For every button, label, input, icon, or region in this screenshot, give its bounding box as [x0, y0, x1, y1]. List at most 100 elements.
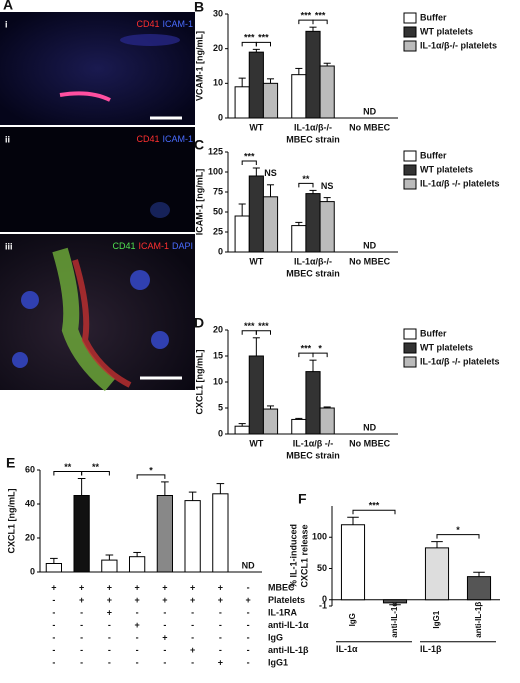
x-tick-label: WT: [249, 256, 263, 266]
bar: [248, 175, 264, 253]
significance-bracket: [241, 160, 257, 165]
image-label: iii: [5, 241, 13, 251]
significance-bracket: [53, 471, 83, 476]
significance-bracket: [81, 471, 110, 476]
table-cell: +: [134, 620, 139, 630]
panel-letter: B: [194, 0, 204, 15]
table-cell: -: [52, 607, 55, 617]
y-axis-label: CXCL1 release: [299, 524, 309, 587]
significance-bracket: [255, 330, 271, 335]
significance-label: **: [92, 462, 100, 472]
legend-swatch: [403, 342, 417, 354]
legend-label: Buffer: [420, 328, 447, 338]
table-cell: -: [80, 657, 83, 667]
table-cell: +: [190, 595, 195, 605]
x-tick-label: IgG1: [432, 610, 441, 628]
legend-label: WT platelets: [420, 26, 473, 36]
legend-swatch: [403, 26, 417, 38]
image-label: i: [5, 19, 8, 29]
panel-a: [0, 12, 195, 392]
table-cell: -: [219, 607, 222, 617]
bar: [234, 215, 250, 253]
y-tick-label: 50: [317, 563, 327, 573]
panel-letter: D: [194, 315, 204, 331]
significance-bracket: [136, 474, 166, 479]
significance-bracket: [241, 330, 257, 335]
significance-label: ***: [369, 501, 380, 511]
table-cell: -: [80, 620, 83, 630]
legend-label: Buffer: [420, 12, 447, 22]
y-axis-label: CXCL1 [ng/mL]: [6, 489, 16, 554]
significance-label: **: [64, 462, 72, 472]
stain-legend: CD41 ICAM-1: [136, 134, 193, 144]
x-tick-label: WT: [249, 438, 263, 448]
y-axis-label: % IL-1-induced: [288, 524, 298, 588]
significance-label: ***: [258, 321, 269, 331]
bar: [319, 65, 335, 119]
significance-label: *: [149, 465, 153, 475]
y-tick-label: 100: [208, 166, 223, 176]
significance-bracket: [436, 534, 480, 539]
legend-swatch: [403, 40, 417, 52]
legend-swatch: [403, 328, 417, 340]
bar: [262, 196, 279, 253]
bar: [156, 495, 174, 573]
bar: [340, 524, 366, 601]
table-cell: +: [107, 595, 112, 605]
panel-letter: E: [6, 455, 15, 471]
y-tick-label: 20: [25, 532, 35, 542]
stain-name: CD41: [112, 241, 135, 251]
y-tick-label: 0: [218, 112, 223, 122]
nd-label: ND: [242, 560, 255, 570]
table-cell: -: [136, 632, 139, 642]
stain: [72, 259, 132, 388]
table-cell: +: [162, 632, 167, 642]
legend-swatch: [403, 356, 417, 368]
table-cell: -: [163, 657, 166, 667]
y-axis-label: CXCL1 [ng/mL]: [194, 350, 204, 415]
table-cell: -: [247, 620, 250, 630]
x-tick-label: IL-1α/β -/-: [293, 438, 334, 448]
stain: [12, 352, 28, 368]
stain: [52, 247, 116, 392]
table-cell: -: [108, 620, 111, 630]
bar: [101, 559, 118, 573]
table-cell: -: [191, 620, 194, 630]
y-tick-label: 50: [213, 206, 223, 216]
table-cell: +: [162, 595, 167, 605]
table-cell: -: [52, 595, 55, 605]
x-tick-label: anti-IL-1α: [390, 602, 399, 638]
table-cell: +: [190, 582, 195, 592]
significance-bracket: [352, 509, 396, 515]
table-row-label: anti-IL-1β: [268, 645, 309, 655]
table-cell: -: [136, 657, 139, 667]
table-cell: +: [134, 595, 139, 605]
y-tick-label: 0: [218, 428, 223, 438]
x-tick-label: No MBEC: [349, 256, 390, 266]
legend-label: IL-1α/β -/- platelets: [420, 178, 500, 188]
legend-swatch: [403, 12, 417, 24]
stain: [150, 202, 170, 218]
significance-label: ***: [244, 321, 255, 331]
bar: [305, 193, 321, 253]
significance-bracket: [312, 19, 328, 25]
legend-label: WT platelets: [420, 342, 473, 352]
bar: [73, 495, 90, 573]
y-tick-label: 30: [213, 8, 223, 18]
table-cell: -: [108, 657, 111, 667]
y-tick-label: 20: [213, 324, 223, 334]
image-label: ii: [5, 134, 10, 144]
bar: [305, 30, 321, 119]
table-cell: +: [245, 595, 250, 605]
table-cell: -: [80, 645, 83, 655]
table-cell: -: [163, 620, 166, 630]
significance-label: NS: [321, 181, 334, 191]
bar: [45, 563, 63, 573]
table-cell: -: [136, 645, 139, 655]
significance-bracket: [255, 41, 271, 47]
group-label: IL-1α: [336, 644, 358, 654]
x-tick-label: WT: [249, 122, 263, 132]
x-axis-label: MBEC strain: [286, 134, 340, 144]
table-cell: +: [134, 582, 139, 592]
